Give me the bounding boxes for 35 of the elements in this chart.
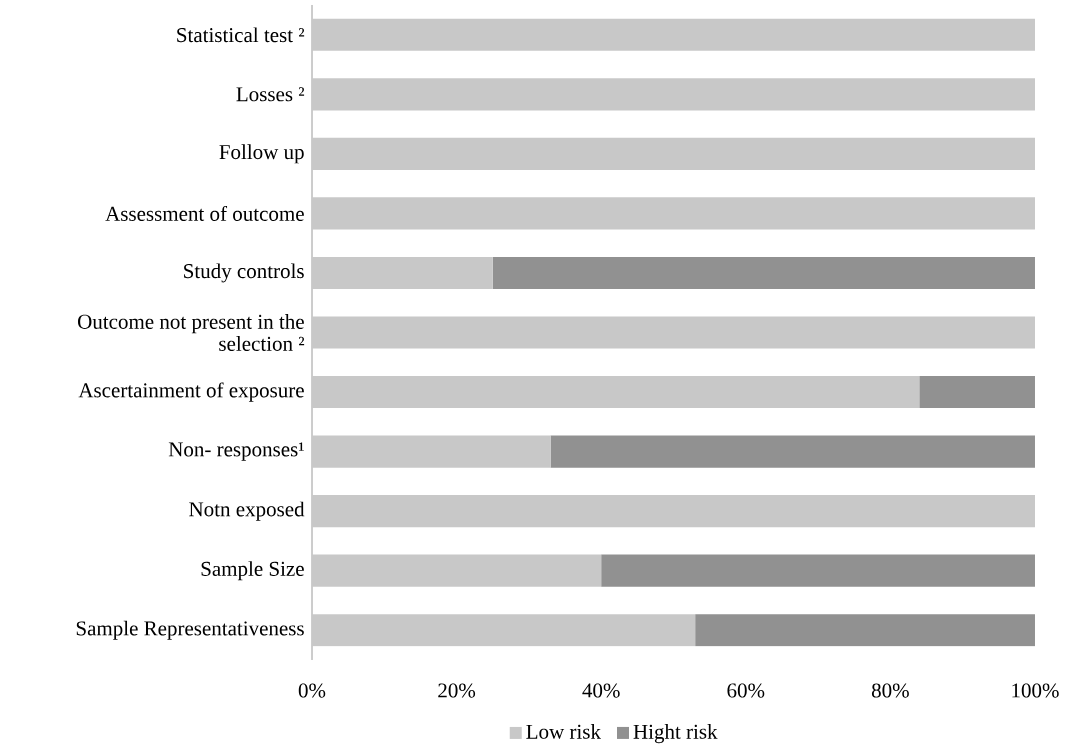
y-tick-label: Statistical test ²	[177, 27, 305, 43]
y-tick-label: Study controls	[184, 263, 304, 283]
x-tick-label: 40%	[582, 683, 620, 698]
x-tick-label: 80%	[871, 683, 909, 698]
bar	[695, 614, 1035, 647]
bar	[312, 18, 1035, 51]
bar	[312, 614, 696, 647]
y-tick-label: Sample Representativeness	[76, 620, 304, 640]
bar	[492, 256, 1035, 290]
y-tick-label: Notn exposed	[189, 501, 305, 521]
x-tick-label: 100%	[1012, 683, 1059, 698]
y-tick-label: Losses ²	[236, 87, 305, 102]
y-tick-label: Non- responses¹	[168, 442, 304, 461]
bar	[312, 78, 1035, 111]
x-tick-label: 0%	[298, 683, 326, 698]
y-tick-label: Ascertainment of exposure	[78, 382, 304, 402]
x-tick-label: 60%	[727, 683, 765, 698]
y-tick-label: Outcome not present in the selection ²	[78, 314, 305, 351]
bar	[312, 375, 920, 409]
y-tick-label: Follow up	[219, 144, 304, 164]
bar	[550, 435, 1035, 468]
bar	[312, 495, 1035, 528]
x-tick-label: 20%	[438, 683, 476, 698]
bar	[312, 554, 602, 587]
bar	[312, 316, 1035, 349]
bar	[312, 197, 1035, 230]
y-tick-label: Assessment of outcome	[105, 205, 304, 221]
bar	[919, 375, 1035, 409]
legend-label: Low risk	[526, 724, 601, 739]
y-tick-label: Sample Size	[201, 561, 304, 581]
bar	[312, 137, 1035, 170]
bar	[601, 554, 1035, 587]
bar	[312, 435, 551, 468]
bar	[312, 256, 493, 290]
legend-label: Hight risk	[633, 724, 718, 744]
